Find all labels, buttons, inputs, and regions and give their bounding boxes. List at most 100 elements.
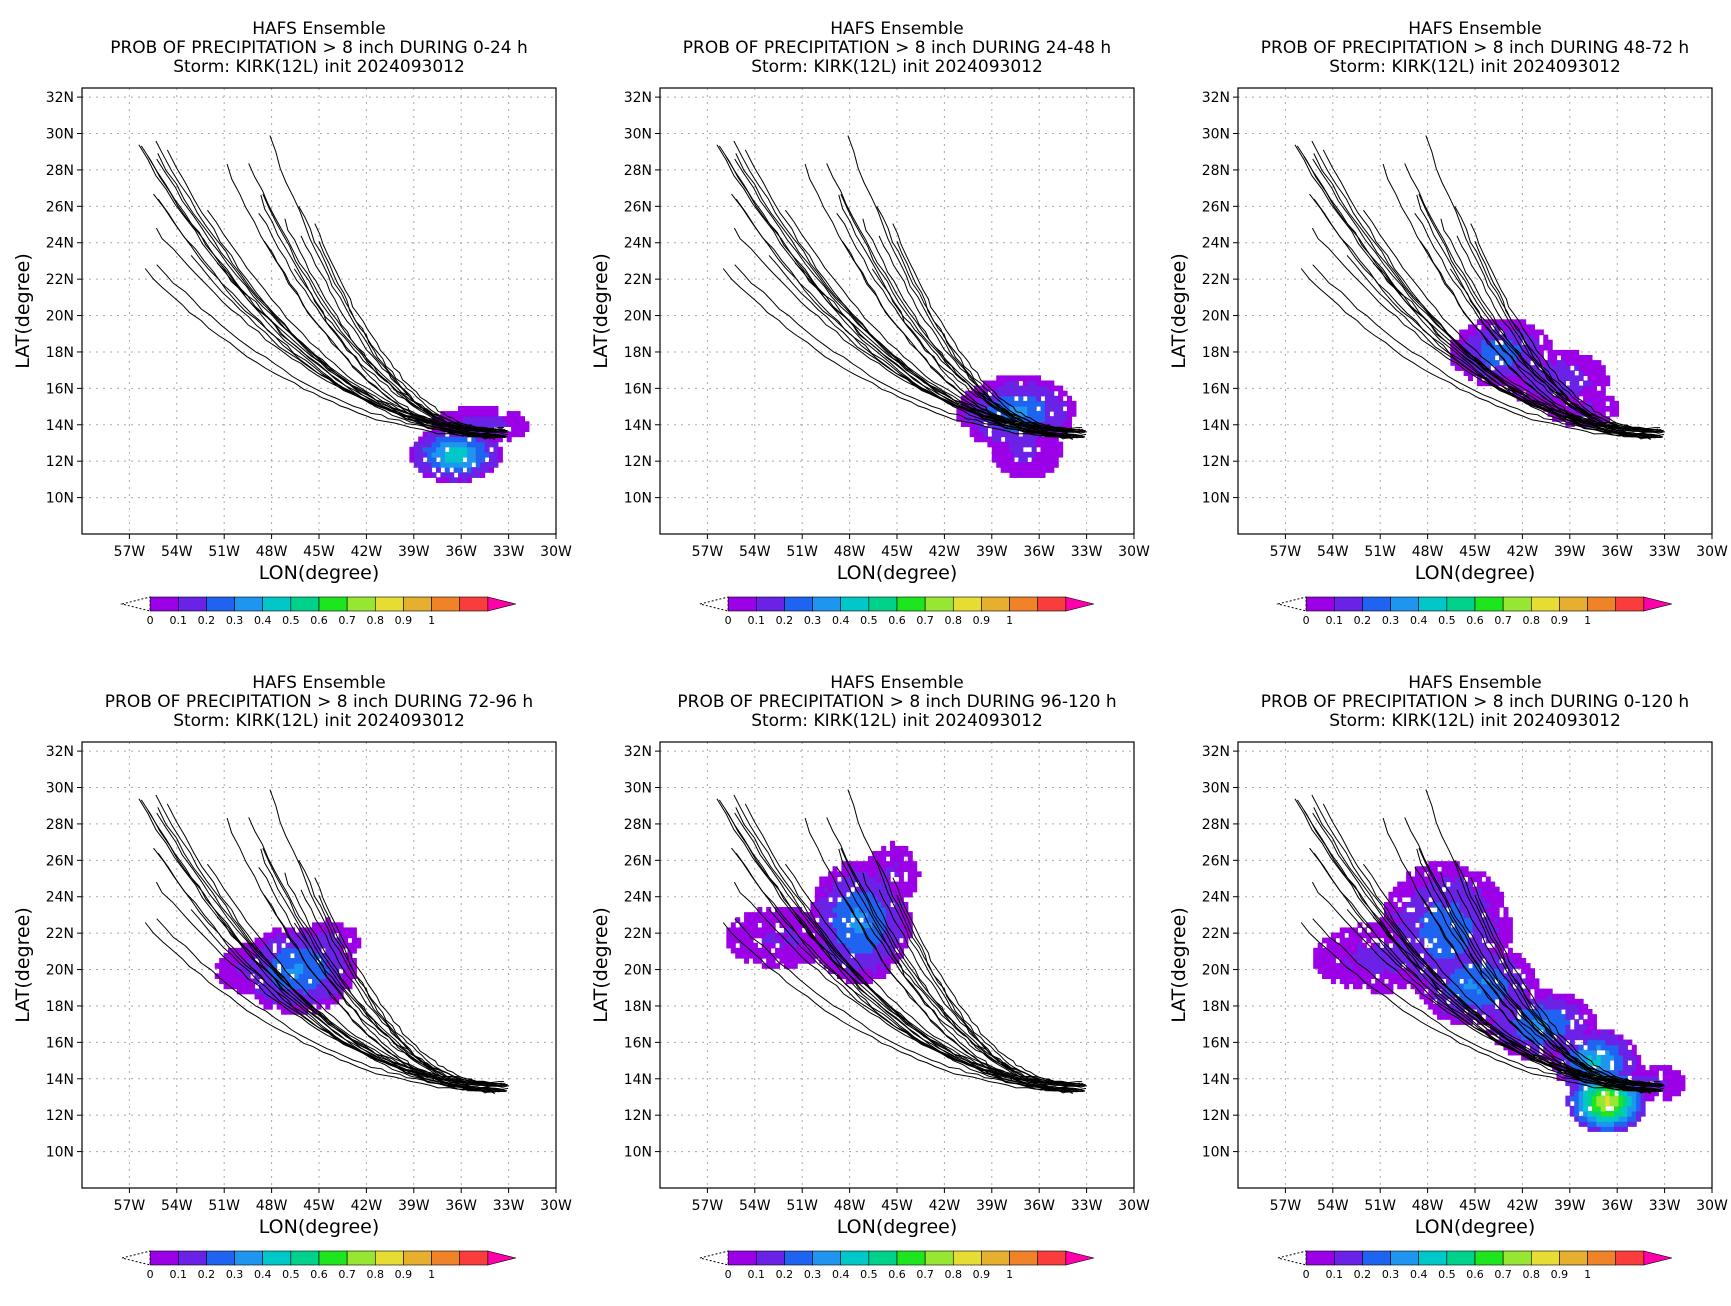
precip-cell xyxy=(779,958,785,964)
precip-cell xyxy=(863,912,869,918)
x-tick-label: 36W xyxy=(1601,544,1633,560)
precip-cell xyxy=(1600,1105,1606,1112)
precip-cell xyxy=(1516,952,1522,959)
precip-cell xyxy=(1525,334,1531,341)
precip-cell xyxy=(1614,1039,1620,1046)
precip-cell xyxy=(912,861,918,867)
x-tick-label: 45W xyxy=(1459,544,1491,560)
precip-cell xyxy=(1009,462,1015,468)
precip-cell xyxy=(285,963,291,969)
precip-cell xyxy=(872,947,878,954)
precip-cell xyxy=(1067,416,1073,422)
colorbar-tick-label: 0.3 xyxy=(226,1268,244,1281)
precip-cell xyxy=(471,451,477,458)
precip-cell xyxy=(1516,375,1522,382)
precip-cell xyxy=(814,896,820,903)
y-tick-label: 32N xyxy=(46,744,74,760)
precip-cell xyxy=(974,436,980,443)
precip-cell xyxy=(1569,1049,1575,1056)
precip-cell xyxy=(836,907,842,913)
precip-cell xyxy=(267,937,273,944)
y-tick-label: 14N xyxy=(46,1072,74,1088)
colorbar-tick-label: 0.8 xyxy=(1523,614,1541,627)
precip-cell xyxy=(1428,912,1434,918)
precip-cell xyxy=(1543,339,1549,346)
precip-cell xyxy=(810,937,816,944)
track-line xyxy=(153,847,501,1085)
precip-cell xyxy=(810,952,816,959)
precip-cell xyxy=(475,411,481,417)
precip-cell xyxy=(1490,963,1496,969)
precip-cell xyxy=(1428,927,1434,934)
precip-cell xyxy=(1569,360,1575,366)
precip-cell xyxy=(1631,1070,1637,1076)
precip-cell xyxy=(1441,876,1447,883)
precip-cell xyxy=(1499,937,1505,944)
precip-cell xyxy=(480,467,486,473)
precip-cell xyxy=(1468,968,1474,974)
precip-cell xyxy=(1459,349,1465,356)
precip-cell xyxy=(1472,1014,1478,1020)
precip-cell xyxy=(907,886,913,893)
precip-cell xyxy=(276,937,282,944)
precip-cell xyxy=(969,426,975,433)
precip-cell xyxy=(752,912,758,918)
precip-cell xyxy=(1388,978,1394,985)
precip-cell xyxy=(1534,365,1540,371)
track-line xyxy=(260,194,496,439)
precip-cell xyxy=(1481,901,1487,908)
precip-cell xyxy=(1463,866,1469,872)
precip-cell xyxy=(761,947,767,954)
precip-cell xyxy=(881,866,887,872)
precip-cell xyxy=(1361,947,1367,954)
precip-cell xyxy=(258,942,264,949)
precip-cell xyxy=(1614,405,1620,412)
colorbar-upper-triangle xyxy=(1065,1250,1095,1266)
precip-cell xyxy=(1353,942,1359,949)
precip-cell xyxy=(1348,937,1354,944)
precip-cell xyxy=(413,451,419,458)
precip-cell xyxy=(832,952,838,959)
track-line xyxy=(1309,193,1657,431)
precip-cell xyxy=(1529,1014,1536,1020)
y-tick-label: 12N xyxy=(46,454,74,470)
precip-cell xyxy=(1454,886,1460,893)
precip-cell xyxy=(1578,1080,1584,1087)
precip-cell xyxy=(1432,866,1438,872)
precip-cell xyxy=(1000,395,1006,402)
precip-cell xyxy=(1476,876,1482,883)
precip-cell xyxy=(890,856,896,862)
precip-cell xyxy=(1609,1049,1615,1056)
precip-cell xyxy=(1339,927,1345,934)
precip-cell xyxy=(316,983,322,990)
precip-cell xyxy=(1622,1121,1628,1127)
precip-cell xyxy=(258,993,264,1000)
precip-cell xyxy=(497,421,503,427)
precip-cell xyxy=(1401,958,1407,964)
precip-cell xyxy=(1419,886,1425,893)
precip-cell xyxy=(841,973,847,980)
precip-cell xyxy=(1445,861,1451,867)
precip-cell xyxy=(1578,1044,1584,1051)
precip-cell xyxy=(761,952,767,959)
precip-cell xyxy=(903,850,909,857)
x-tick-label: 42W xyxy=(1507,1198,1539,1214)
precip-cell xyxy=(1636,1054,1642,1061)
precip-cell xyxy=(1609,1126,1615,1132)
precip-cell xyxy=(1494,917,1500,923)
precip-cell xyxy=(1596,1054,1602,1061)
precip-cell xyxy=(289,1009,295,1015)
precip-cell xyxy=(863,973,869,980)
precip-cell xyxy=(832,937,838,944)
precip-cell xyxy=(1441,861,1447,867)
track-line xyxy=(1294,144,1657,438)
colorbar-segment xyxy=(952,596,982,612)
precip-cell xyxy=(1375,927,1381,934)
precip-cell xyxy=(854,922,860,929)
precip-cell xyxy=(819,876,825,883)
precip-cell xyxy=(1450,963,1456,969)
precip-cell xyxy=(1414,932,1420,939)
precip-cell xyxy=(1383,917,1390,923)
precip-cell xyxy=(1044,421,1050,427)
